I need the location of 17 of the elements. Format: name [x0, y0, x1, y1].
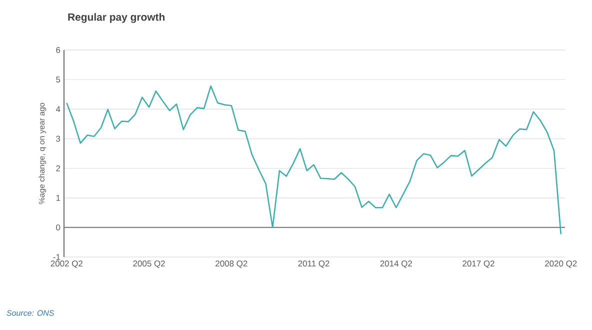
x-tick-label: 2005 Q2: [133, 260, 165, 268]
x-tick-label: 2011 Q2: [298, 260, 330, 268]
y-tick-label: 5: [56, 76, 60, 83]
x-tick-label: 2020 Q2: [545, 260, 577, 268]
y-tick-label: 1: [56, 194, 60, 201]
x-tick-label: 2008 Q2: [216, 260, 248, 268]
x-tick-label: 2014 Q2: [380, 260, 412, 268]
line-series: [66, 85, 562, 235]
y-tick-label: 0: [56, 224, 60, 230]
y-tick-label: 6: [56, 47, 60, 53]
y-tick-label: 4: [56, 106, 60, 112]
y-tick-label: 2: [56, 165, 60, 172]
chart-title: Regular pay growth: [68, 13, 165, 23]
y-tick-label: 3: [56, 136, 60, 142]
x-tick-label: 2002 Q2: [50, 260, 82, 268]
y-tick-label: -1: [53, 254, 60, 260]
x-tick-label: 2017 Q2: [462, 260, 494, 268]
